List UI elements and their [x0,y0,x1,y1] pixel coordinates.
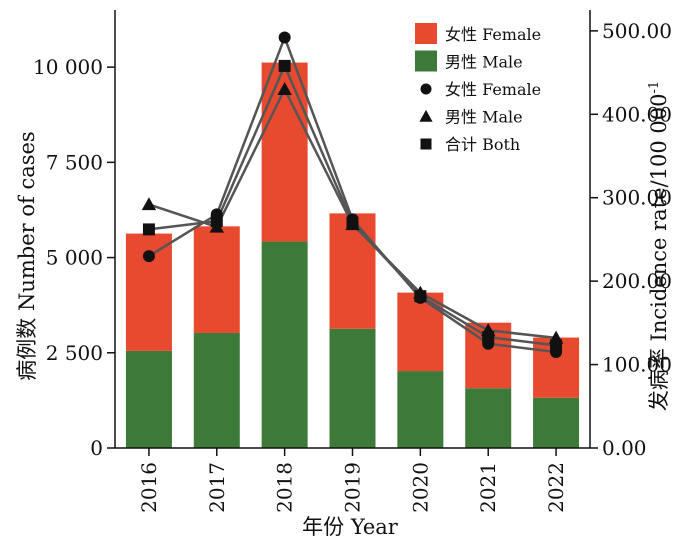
point-square-2021 [482,331,495,344]
legend-swatch-1 [415,50,437,72]
legend: 女性 Female 男性 Male 女性 Female 男性 Male 合计 Both [415,23,541,154]
y-tick-label: 7 500 [46,150,103,174]
y2-axis-title-text: 发病率 Incidence rate/100 000 [647,94,671,412]
x-tick-label-2018: 2018 [273,462,297,513]
bar-female-2019 [329,213,376,329]
legend-label-3: 男性 Male [445,108,523,127]
bar-male-2020 [397,371,444,448]
bar-male-2017 [193,332,240,448]
y2-tick-label: 100.00 [602,353,672,377]
ticks: 0 2 500 5 000 7 500 10 000 0.00 100.00 200.00 30… [33,19,672,513]
legend-label-1: 男性 Male [445,53,523,72]
y-tick-label: 10 000 [33,55,103,79]
point-square-2020 [414,290,427,303]
bars [125,62,580,448]
point-triangle-2016 [141,197,157,211]
bar-male-2019 [329,328,376,448]
legend-label-0: 女性 Female [445,25,541,44]
point-circle-2018 [278,31,291,44]
point-square-2017 [210,215,223,228]
point-square-2016 [142,223,155,236]
x-tick-label-2019: 2019 [341,462,365,513]
legend-label-4: 合计 Both [445,135,520,154]
y2-tick-label: 300.00 [602,186,672,210]
y2-axis-title: 发病率 Incidence rate/100 000-1 [647,81,671,411]
y-axis-title: 病例数 Number of cases [15,131,39,380]
y2-tick-label: 0.00 [602,436,647,460]
point-square-2018 [278,59,291,72]
legend-marker-circle [420,83,432,95]
x-tick-label-2021: 2021 [476,462,500,513]
x-tick-label-2017: 2017 [205,462,229,513]
y-tick-label: 5 000 [46,246,103,270]
point-circle-2016 [142,250,155,263]
y-tick-label: 0 [90,436,103,460]
y2-axis-title-superscript: -1 [647,81,662,94]
y2-tick-label: 200.00 [602,269,672,293]
bar-female-2020 [397,292,444,372]
x-tick-label-2016: 2016 [137,462,161,513]
bar-male-2021 [465,388,512,448]
bar-male-2022 [533,397,580,448]
rate-markers [141,31,564,359]
y-tick-label: 2 500 [46,341,103,365]
legend-label-2: 女性 Female [445,80,541,99]
x-axis-title: 年份 Year [302,515,399,539]
y2-tick-label: 500.00 [602,19,672,43]
bar-female-2017 [193,226,240,333]
point-triangle-2018 [277,82,292,96]
y2-tick-label: 400.00 [602,102,672,126]
legend-swatch-0 [415,23,437,44]
point-square-2019 [346,216,359,229]
x-tick-label-2020: 2020 [408,462,432,513]
bar-male-2018 [261,241,308,448]
bar-male-2016 [125,350,172,448]
legend-marker-square [420,138,432,150]
point-square-2022 [550,339,563,352]
legend-marker-triangle [419,109,433,122]
x-tick-label-2022: 2022 [544,462,568,513]
